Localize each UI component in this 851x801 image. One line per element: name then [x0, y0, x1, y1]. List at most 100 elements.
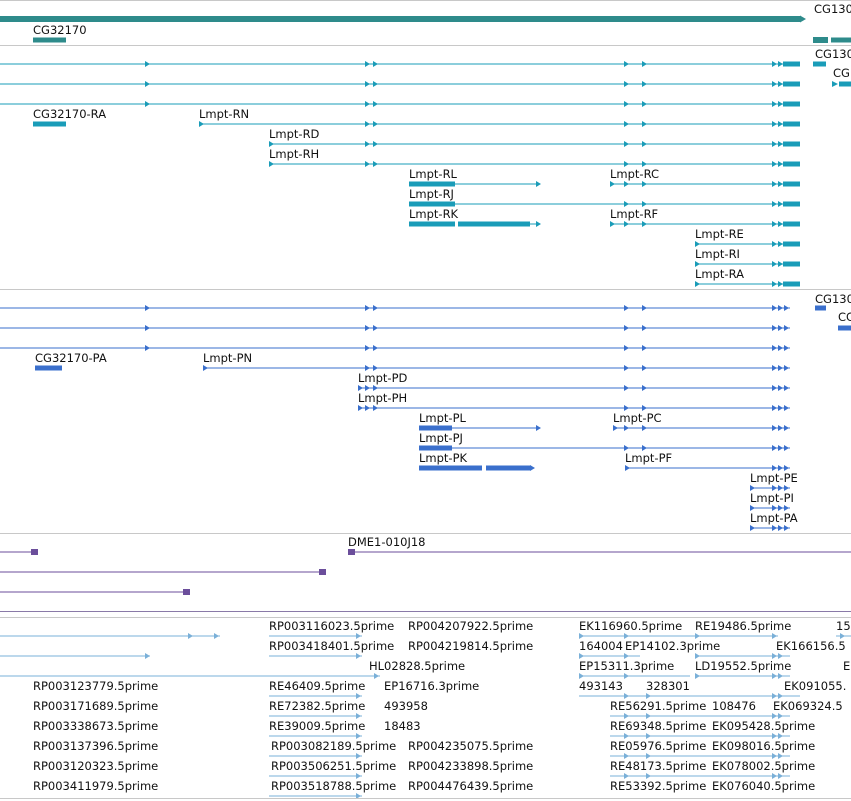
protein-label[interactable]: CG32170-PA: [35, 351, 107, 365]
transcript-label[interactable]: Lmpt-RD: [269, 127, 320, 141]
strand-arrow[interactable]: [373, 405, 378, 411]
strand-arrow[interactable]: [624, 121, 629, 127]
strand-arrow[interactable]: [356, 753, 361, 759]
exon-block[interactable]: [813, 61, 826, 67]
exon-block[interactable]: [35, 365, 62, 371]
strand-arrow[interactable]: [624, 61, 629, 67]
strand-arrow[interactable]: [778, 773, 783, 779]
exon-block[interactable]: [783, 221, 800, 227]
strand-arrow[interactable]: [624, 713, 629, 719]
strand-arrow[interactable]: [772, 445, 777, 451]
strand-arrow[interactable]: [778, 485, 783, 491]
strand-arrow[interactable]: [624, 325, 629, 331]
strand-arrow[interactable]: [772, 733, 777, 739]
strand-arrow[interactable]: [772, 221, 777, 227]
exon-block[interactable]: [409, 201, 455, 207]
strand-arrow[interactable]: [624, 405, 629, 411]
strand-arrow[interactable]: [624, 753, 629, 759]
strand-arrow[interactable]: [373, 385, 378, 391]
strand-arrow[interactable]: [750, 485, 755, 491]
strand-arrow[interactable]: [642, 81, 647, 87]
transcript-label[interactable]: CG32170-RA: [33, 107, 107, 121]
transcript-label[interactable]: CG: [833, 66, 850, 80]
strand-arrow[interactable]: [778, 385, 783, 391]
strand-arrow[interactable]: [778, 673, 783, 679]
strand-arrow[interactable]: [778, 505, 783, 511]
strand-arrow[interactable]: [373, 161, 378, 167]
strand-arrow[interactable]: [642, 365, 647, 371]
est-label[interactable]: RE72382.5prime: [269, 699, 366, 713]
strand-arrow[interactable]: [624, 653, 629, 659]
est-label[interactable]: RP003418401.5prime: [269, 639, 395, 653]
strand-arrow[interactable]: [625, 465, 630, 471]
est-label[interactable]: RE56291.5prime: [610, 699, 707, 713]
strand-arrow[interactable]: [642, 101, 647, 107]
exon-block[interactable]: [419, 425, 452, 431]
strand-arrow[interactable]: [624, 365, 629, 371]
est-label[interactable]: 493958: [384, 699, 428, 713]
est-label[interactable]: RE46409.5prime: [269, 679, 366, 693]
strand-arrow[interactable]: [772, 385, 777, 391]
strand-arrow[interactable]: [373, 345, 378, 351]
est-label[interactable]: RE39009.5prime: [269, 719, 366, 733]
strand-arrow[interactable]: [772, 753, 777, 759]
protein-label[interactable]: CG: [838, 310, 851, 324]
est-label[interactable]: EK166156.5: [776, 639, 846, 653]
strand-arrow[interactable]: [784, 505, 789, 511]
exon-block[interactable]: [0, 16, 800, 22]
protein-label[interactable]: Lmpt-PN: [203, 351, 253, 365]
strand-arrow[interactable]: [373, 325, 378, 331]
strand-arrow[interactable]: [642, 345, 647, 351]
strand-arrow[interactable]: [365, 121, 370, 127]
strand-arrow[interactable]: [784, 365, 789, 371]
est-label[interactable]: RP003171689.5prime: [33, 699, 159, 713]
est-label[interactable]: EK098016.5prime: [712, 739, 816, 753]
exon-block[interactable]: [783, 121, 800, 127]
est-label[interactable]: EK078002.5prime: [712, 759, 816, 773]
strand-arrow[interactable]: [536, 181, 541, 187]
exon-block[interactable]: [838, 325, 851, 331]
strand-arrow[interactable]: [365, 325, 370, 331]
strand-arrow[interactable]: [642, 305, 647, 311]
est-label[interactable]: RE53392.5prime: [610, 779, 707, 793]
exon-block[interactable]: [783, 141, 800, 147]
strand-arrow[interactable]: [695, 633, 700, 639]
est-label[interactable]: RP003123779.5prime: [33, 679, 159, 693]
exon-block[interactable]: [839, 81, 851, 87]
protein-label[interactable]: Lmpt-PA: [750, 511, 798, 525]
strand-arrow[interactable]: [840, 633, 845, 639]
est-label[interactable]: 164004: [579, 639, 623, 653]
est-label[interactable]: 108476: [712, 699, 756, 713]
strand-arrow[interactable]: [772, 713, 777, 719]
strand-arrow[interactable]: [695, 673, 700, 679]
strand-arrow[interactable]: [365, 385, 370, 391]
strand-arrow[interactable]: [778, 525, 783, 531]
strand-arrow[interactable]: [373, 121, 378, 127]
strand-arrow[interactable]: [772, 773, 777, 779]
clone-end[interactable]: [183, 589, 190, 595]
exon-block[interactable]: [815, 305, 826, 311]
strand-arrow[interactable]: [365, 161, 370, 167]
strand-arrow[interactable]: [784, 405, 789, 411]
strand-arrow[interactable]: [613, 425, 618, 431]
strand-arrow[interactable]: [145, 61, 150, 67]
transcript-label[interactable]: Lmpt-RH: [269, 147, 320, 161]
strand-arrow[interactable]: [356, 653, 361, 659]
strand-arrow[interactable]: [642, 385, 647, 391]
strand-arrow[interactable]: [784, 465, 789, 471]
strand-arrow[interactable]: [646, 753, 651, 759]
strand-arrow[interactable]: [610, 181, 615, 187]
strand-arrow[interactable]: [772, 305, 777, 311]
gene-label[interactable]: CG130: [814, 2, 851, 16]
est-label[interactable]: 15: [836, 619, 851, 633]
strand-arrow[interactable]: [145, 305, 150, 311]
strand-arrow[interactable]: [356, 733, 361, 739]
strand-arrow[interactable]: [778, 81, 783, 87]
strand-arrow[interactable]: [778, 281, 783, 287]
strand-arrow[interactable]: [778, 221, 783, 227]
strand-arrow[interactable]: [145, 325, 150, 331]
strand-arrow[interactable]: [778, 101, 783, 107]
strand-arrow[interactable]: [778, 425, 783, 431]
exon-block[interactable]: [783, 161, 800, 167]
strand-arrow[interactable]: [784, 305, 789, 311]
